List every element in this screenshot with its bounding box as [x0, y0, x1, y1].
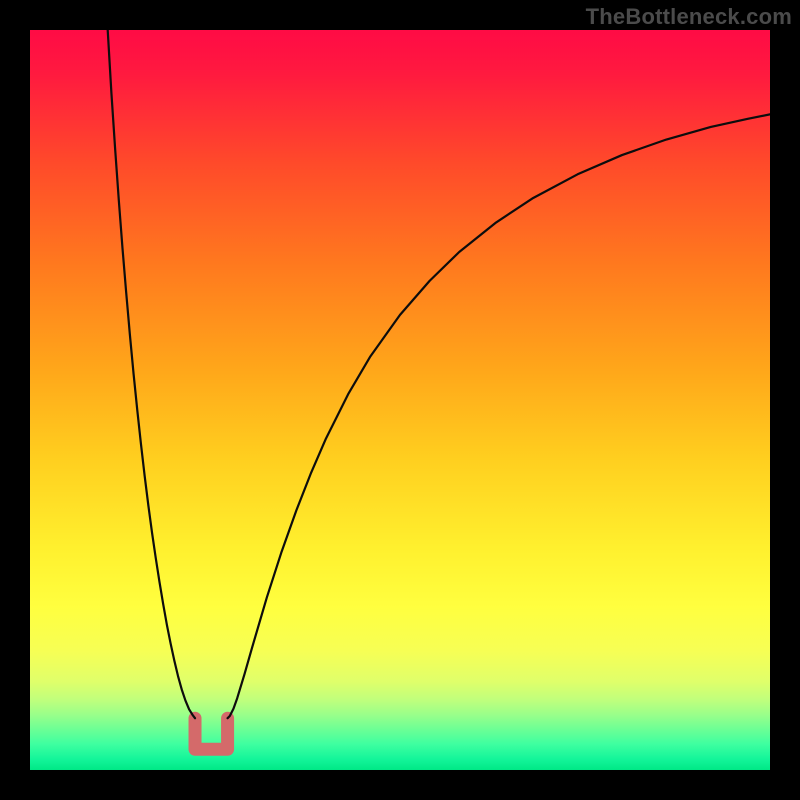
- chart-canvas: TheBottleneck.com: [0, 0, 800, 800]
- curve-right-branch: [228, 114, 770, 718]
- watermark-text: TheBottleneck.com: [586, 4, 792, 30]
- bottleneck-curve: [30, 30, 770, 770]
- curve-left-branch: [108, 30, 195, 718]
- optimal-marker: [195, 718, 228, 749]
- plot-area: [30, 30, 770, 770]
